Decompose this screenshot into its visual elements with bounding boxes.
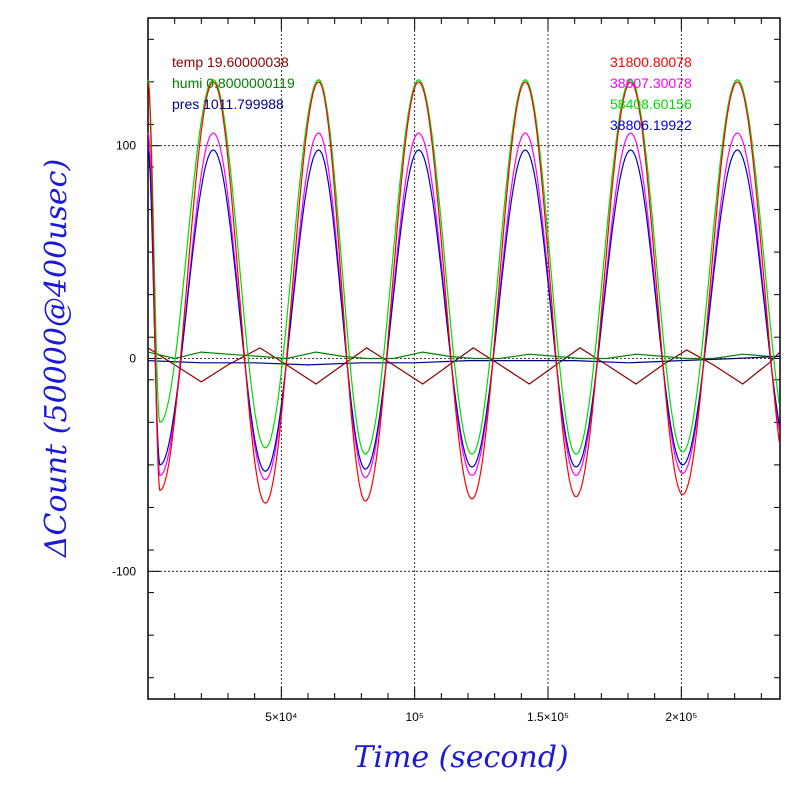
legend-right-entry: 31800.80078 [610,54,692,70]
y-axis-title: ΔCount (50000@400usec) [39,159,74,558]
legend-right-entry: 38806.19922 [610,117,692,133]
series-line-58408-60156 [147,78,780,456]
axis-ticks: 5×10⁴ 10⁵ 1.5×10⁵ 2×10⁵ -100 0 100 [112,18,780,724]
legend-left-entry: humi 0.8000000119 [172,75,295,91]
legend-left-entry: pres 1011.799988 [172,96,284,112]
legend: temp 19.60000038 humi 0.8000000119 pres 10… [172,54,692,133]
x-tick-label: 10⁵ [406,710,424,724]
legend-right-entry: 38607.30078 [610,75,692,91]
x-axis-title: Time (second) [353,740,568,775]
series-line-humi [147,351,780,360]
series-line-31800-80078 [147,81,780,504]
x-tick-label: 2×10⁵ [665,710,697,724]
x-tick-label: 1.5×10⁵ [527,710,569,724]
legend-left-entry: temp 19.60000038 [172,54,289,70]
grid-lines [148,18,780,699]
series-line-temp [147,347,781,385]
y-tick-label: 0 [129,352,136,366]
y-tick-label: -100 [112,564,136,578]
x-tick-label: 5×10⁴ [265,710,297,724]
series-line-pres [147,355,781,366]
series-lines [147,78,781,504]
y-tick-label: 100 [116,139,136,153]
legend-right-entry: 58408.60156 [610,96,692,112]
